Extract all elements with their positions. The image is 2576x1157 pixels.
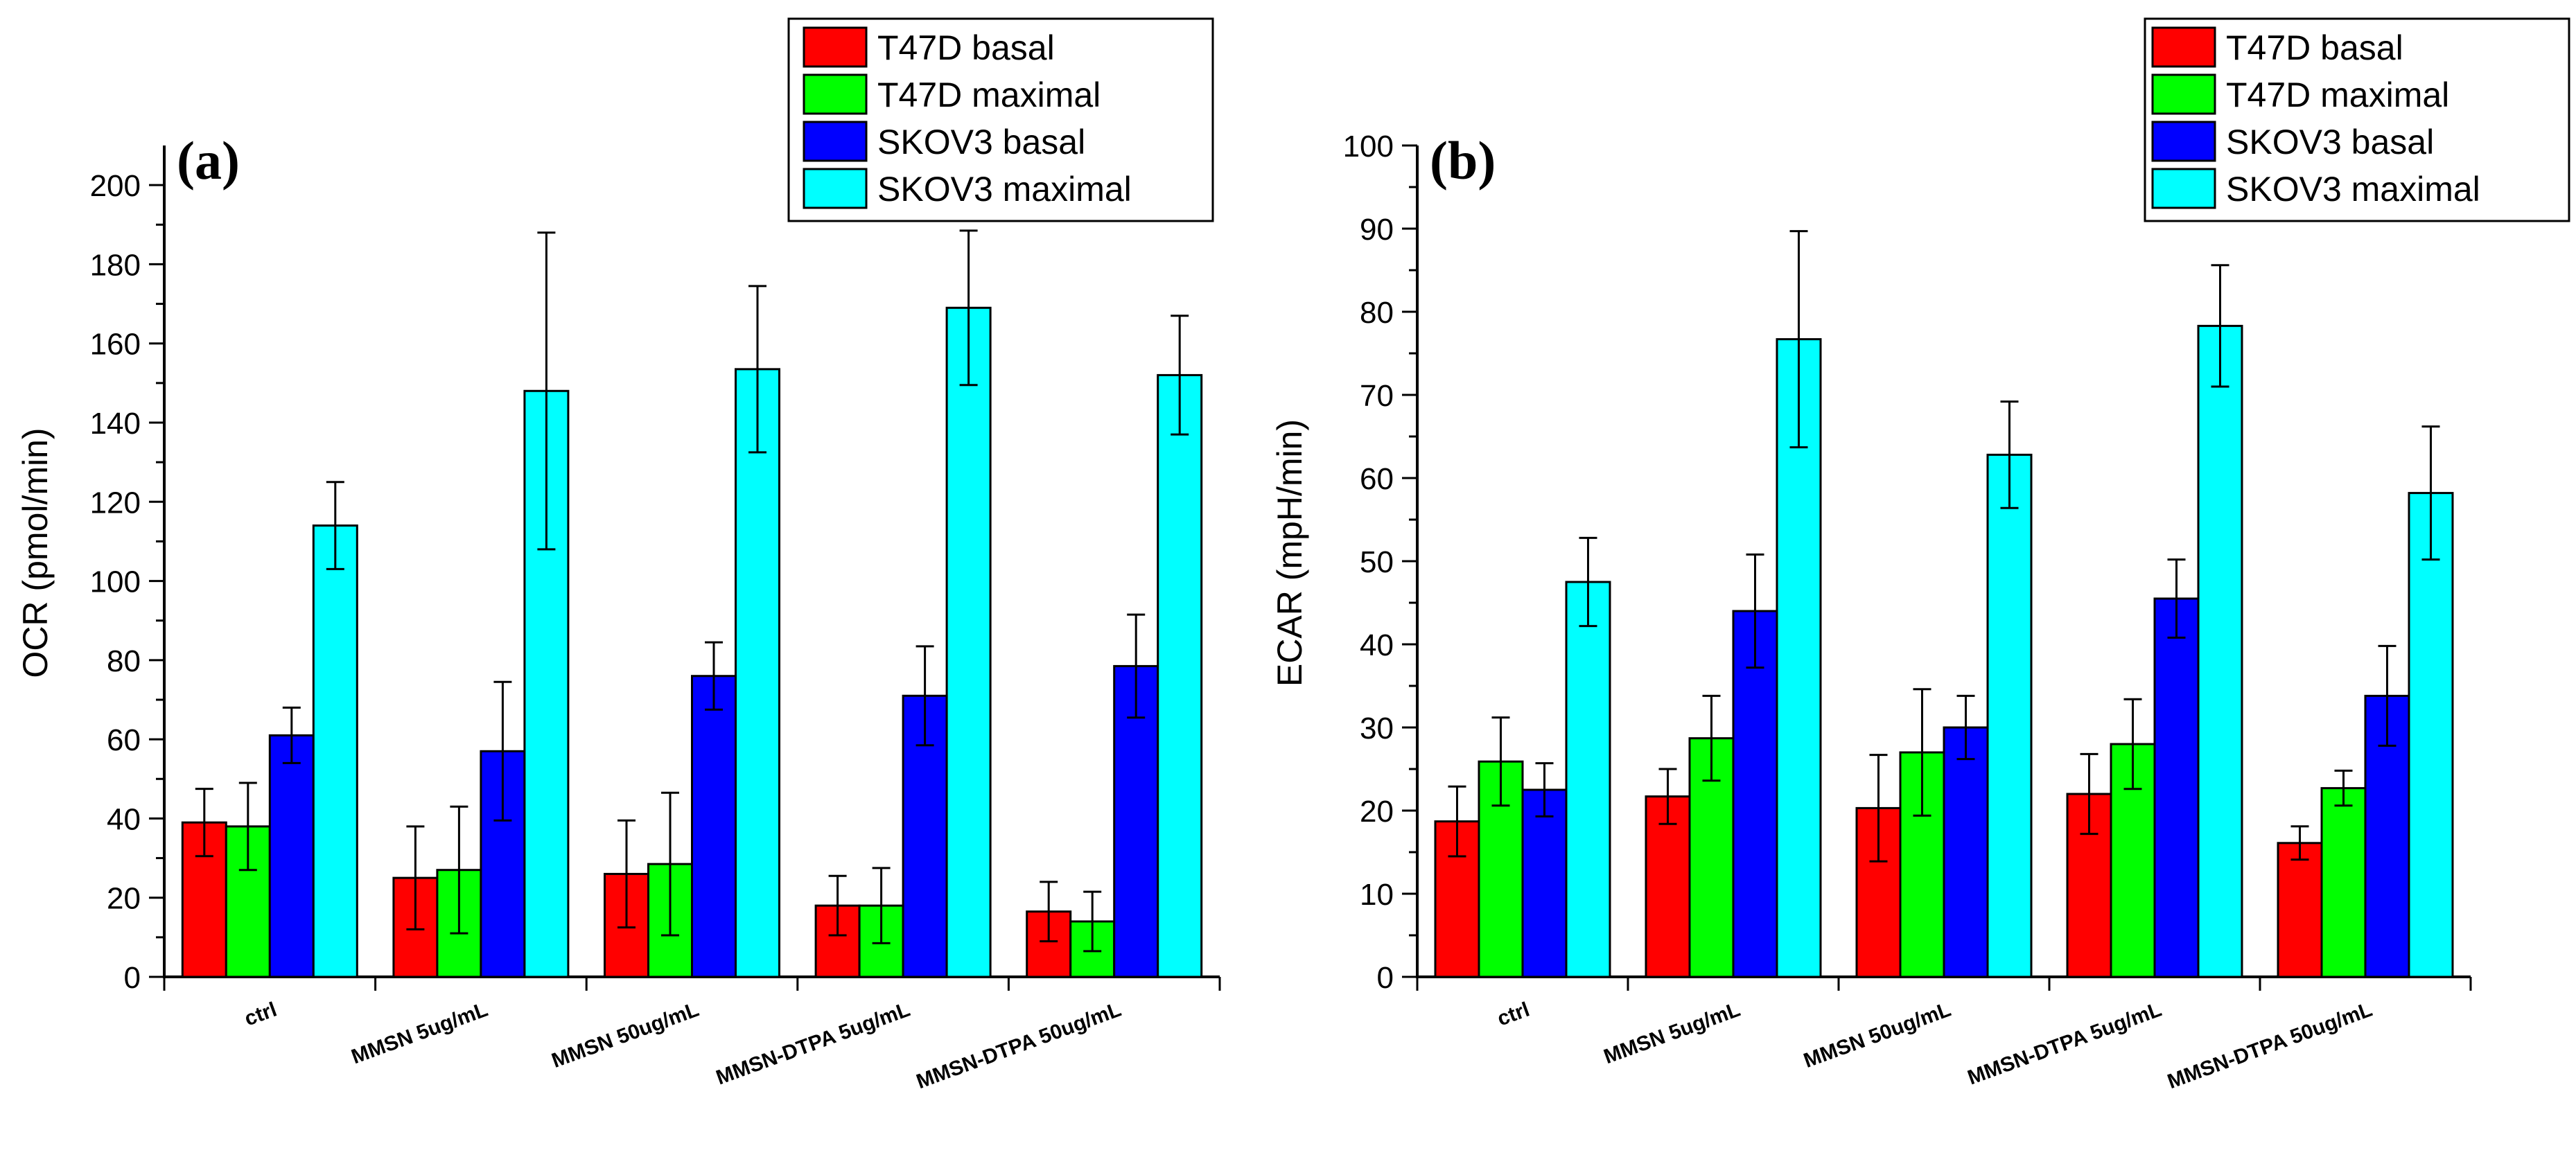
panel-a-y-tick-label-6: 120 bbox=[90, 486, 141, 520]
panel-b-y-tick-label-3: 30 bbox=[1360, 712, 1394, 745]
panel-b-legend-swatch-1 bbox=[2151, 26, 2216, 68]
panel-a-bar-3-2 bbox=[735, 368, 780, 978]
panel-b-x-tick-label-3: MMSN-DTPA 5ug/mL bbox=[1965, 998, 2164, 1090]
panel-a-x-tick-label-3: MMSN-DTPA 5ug/mL bbox=[713, 998, 913, 1090]
panel-b-bar-3-4 bbox=[2408, 492, 2454, 978]
panel-b-y-tick-label-2: 20 bbox=[1360, 795, 1394, 829]
panel-a-y-tick-label-2: 40 bbox=[107, 802, 141, 836]
panel-a-bar-2-0 bbox=[268, 734, 315, 978]
panel-a-legend-label-2: T47D maximal bbox=[877, 76, 1101, 114]
panel-b-label: (b) bbox=[1430, 130, 1496, 191]
panel-a-y-tick-label-7: 140 bbox=[90, 407, 141, 441]
panel-a-y-tick-label-10: 200 bbox=[90, 169, 141, 203]
panel-b-y-tick-label-7: 70 bbox=[1360, 379, 1394, 413]
panel-b-legend-label-1: T47D basal bbox=[2226, 28, 2403, 67]
panel-b-y-tick-label-6: 60 bbox=[1360, 462, 1394, 496]
panel-a-legend-swatch-2 bbox=[803, 73, 868, 115]
panel-a-x-tick-label-0: ctrl bbox=[242, 998, 280, 1031]
panel-b-y-tick-label-8: 80 bbox=[1360, 296, 1394, 330]
panel-b-x-tick-label-2: MMSN 50ug/mL bbox=[1800, 998, 1954, 1072]
panel-a-x-tick-label-4: MMSN-DTPA 50ug/mL bbox=[913, 998, 1124, 1094]
panel-a-bar-3-0 bbox=[312, 524, 358, 978]
panel-a: (a) OCR (pmol/min) 0 20 40 60 80 100 120 140 160… bbox=[16, 17, 1221, 1094]
panel-b-bar-1-4 bbox=[2320, 787, 2367, 978]
panel-a-legend-label-4: SKOV3 maximal bbox=[877, 170, 1132, 209]
panel-a-y-tick-label-9: 180 bbox=[90, 248, 141, 282]
panel-a-legend: T47D basal T47D maximal SKOV3 basal SKOV… bbox=[787, 17, 1214, 222]
panel-b-legend-swatch-2 bbox=[2151, 73, 2216, 115]
panel-a-plot: 0 20 40 60 80 100 120 140 160 180 200 ctrl MMSN 5ug/… bbox=[90, 145, 1221, 1094]
panel-b-legend: T47D basal T47D maximal SKOV3 basal SKOV… bbox=[2144, 17, 2570, 222]
panel-b-bar-2-0 bbox=[1521, 788, 1568, 978]
panel-a-bar-3-4 bbox=[1157, 373, 1203, 978]
panel-a-legend-swatch-3 bbox=[803, 121, 868, 162]
panel-a-legend-label-1: T47D basal bbox=[877, 28, 1055, 67]
panel-b-bar-2-1 bbox=[1732, 610, 1778, 978]
panel-b-x-tick-label-0: ctrl bbox=[1494, 998, 1532, 1031]
panel-b: (b) ECAR (mpH/min) 0 10 20 30 40 50 60 70 80 90 10… bbox=[1270, 17, 2570, 1094]
panel-b-bar-0-1 bbox=[1645, 795, 1691, 978]
panel-b-legend-label-3: SKOV3 basal bbox=[2226, 123, 2434, 161]
panel-a-legend-label-3: SKOV3 basal bbox=[877, 123, 1085, 161]
panel-b-bar-3-3 bbox=[2197, 324, 2243, 978]
panel-b-y-tick-label-5: 50 bbox=[1360, 545, 1394, 579]
panel-a-legend-swatch-4 bbox=[803, 168, 868, 209]
panel-a-bar-2-2 bbox=[691, 675, 737, 978]
panel-a-y-tick-label-1: 20 bbox=[107, 882, 141, 916]
panel-a-label: (a) bbox=[177, 130, 240, 191]
panel-b-bar-0-4 bbox=[2277, 842, 2323, 978]
panel-a-y-axis-label: OCR (pmol/min) bbox=[16, 427, 55, 678]
panel-a-bar-3-3 bbox=[945, 306, 992, 978]
panel-b-bar-3-2 bbox=[1986, 453, 2033, 978]
panel-b-plot: 0 10 20 30 40 50 60 70 80 90 100 ctrl MMSN 5ug/mL MMS… bbox=[1343, 130, 2472, 1094]
panel-b-legend-swatch-3 bbox=[2151, 121, 2216, 162]
panel-b-legend-swatch-4 bbox=[2151, 168, 2216, 209]
panel-a-legend-swatch-1 bbox=[803, 26, 868, 68]
panel-b-y-tick-label-4: 40 bbox=[1360, 628, 1394, 662]
panel-b-y-tick-label-10: 100 bbox=[1343, 130, 1394, 164]
panel-b-bar-3-0 bbox=[1565, 581, 1611, 978]
panel-b-legend-label-4: SKOV3 maximal bbox=[2226, 170, 2480, 209]
panel-b-y-tick-label-1: 10 bbox=[1360, 878, 1394, 912]
panel-a-y-tick-label-4: 80 bbox=[107, 644, 141, 678]
panel-b-legend-label-2: T47D maximal bbox=[2226, 76, 2449, 114]
panel-b-y-tick-label-0: 0 bbox=[1377, 961, 1394, 995]
panel-b-bar-2-3 bbox=[2153, 597, 2200, 978]
panel-a-y-tick-label-5: 100 bbox=[90, 565, 141, 599]
panel-b-bar-2-2 bbox=[1943, 726, 1989, 978]
panel-a-y-tick-label-0: 0 bbox=[124, 961, 141, 995]
panel-a-x-tick-label-2: MMSN 50ug/mL bbox=[549, 998, 702, 1072]
panel-a-y-tick-label-3: 60 bbox=[107, 723, 141, 757]
panel-b-x-tick-label-1: MMSN 5ug/mL bbox=[1601, 998, 1743, 1069]
panel-a-x-tick-label-1: MMSN 5ug/mL bbox=[349, 998, 491, 1069]
panel-b-y-axis-label: ECAR (mpH/min) bbox=[1270, 419, 1309, 687]
panel-b-y-tick-label-9: 90 bbox=[1360, 213, 1394, 247]
panel-a-y-tick-label-8: 160 bbox=[90, 328, 141, 362]
panel-b-x-tick-label-4: MMSN-DTPA 50ug/mL bbox=[2164, 998, 2375, 1094]
